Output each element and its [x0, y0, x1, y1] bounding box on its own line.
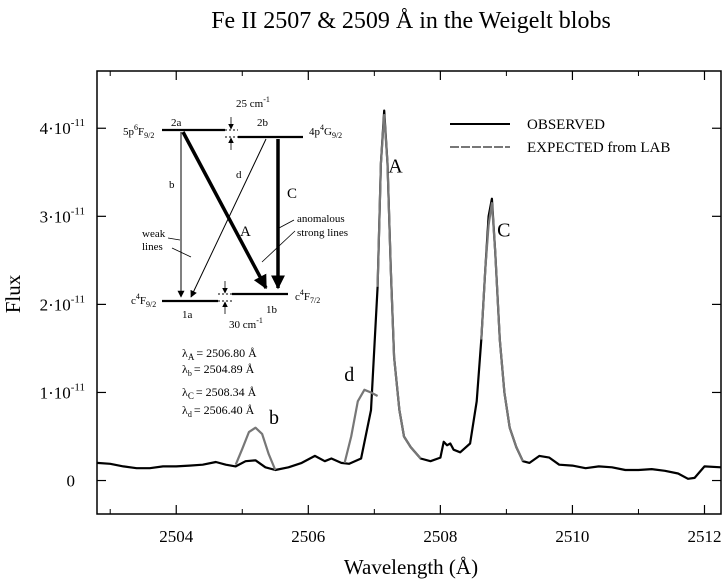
y-tick-label: 1·10-11 [40, 381, 85, 402]
x-tick-label: 2506 [291, 527, 325, 546]
wavelength-C: λC = 2508.34 Å [182, 385, 257, 401]
term-lower-left: c4F9/2 [131, 292, 156, 309]
transition-label-A: A [240, 224, 251, 240]
series-expected-line [343, 388, 379, 464]
transition-label-C: C [287, 186, 297, 202]
upper-splitting-label: 25 cm-1 [236, 95, 270, 110]
level-diagram: 2a 2b 1a 1b 5p6F9/2 4p4G9/2 c4F9/2 c4F7/… [123, 95, 348, 331]
level-1b: 1b [266, 304, 278, 316]
weak-lines-pointer-2 [171, 247, 192, 258]
plot-frame [96, 70, 722, 515]
y-tick-label: 0 [67, 472, 76, 491]
y-tick-label: 4·10-11 [40, 117, 85, 138]
term-upper-right: 4p4G9/2 [309, 123, 342, 140]
wavelength-list: λA = 2506.80 Å λb = 2504.89 Å λC = 2508.34 … [182, 346, 257, 419]
series-expected-line [480, 202, 524, 462]
x-axis: 2504 2506 2508 2510 2512 [109, 71, 721, 546]
series-observed-line [96, 109, 722, 480]
wavelength-b: λb = 2504.89 Å [182, 362, 255, 378]
weak-lines-label-2: lines [142, 241, 163, 253]
level-2a: 2a [171, 117, 182, 129]
level-2b: 2b [257, 117, 269, 129]
series-expected-line [234, 426, 277, 471]
strong-lines-pointer-2 [261, 230, 296, 263]
wavelength-A: λA = 2506.80 Å [182, 346, 257, 362]
legend-label-expected: EXPECTED from LAB [527, 140, 670, 156]
x-tick-label: 2512 [687, 527, 721, 546]
term-upper-left: 5p6F9/2 [123, 123, 154, 140]
transition-label-b: b [169, 179, 175, 191]
legend-label-observed: OBSERVED [527, 117, 605, 133]
legend: OBSERVED EXPECTED from LAB [450, 117, 670, 156]
y-tick-label: 2·10-11 [40, 293, 85, 314]
lower-splitting-label: 30 cm-1 [229, 316, 263, 331]
x-axis-label: Wavelength (Å) [344, 555, 478, 579]
transition-label-d: d [236, 169, 242, 181]
x-tick-label: 2504 [159, 527, 194, 546]
wavelength-d: λd = 2506.40 Å [182, 403, 255, 419]
peak-labels: A Cd b [269, 155, 510, 429]
series-layer [96, 109, 722, 480]
y-axis-label: Flux [1, 274, 25, 313]
strong-lines-pointer-1 [278, 219, 295, 229]
series-expected-line [376, 113, 422, 460]
peak-label-C: C [497, 220, 510, 242]
y-axis: 0 1·10-11 2·10-11 3·10-11 4·10-11 [40, 117, 721, 491]
weak-lines-label-1: weak [142, 228, 166, 240]
strong-lines-label-2: strong lines [297, 227, 348, 239]
peak-label-A: A [388, 155, 403, 177]
y-tick-label: 3·10-11 [40, 205, 85, 226]
peak-label-d: d [344, 364, 354, 386]
level-1a: 1a [182, 309, 193, 321]
chart-title: Fe II 2507 & 2509 Å in the Weigelt blobs [211, 8, 611, 34]
x-tick-label: 2510 [555, 527, 589, 546]
x-tick-label: 2508 [423, 527, 457, 546]
term-lower-right: c4F7/2 [295, 288, 320, 305]
peak-label-b: b [269, 407, 279, 429]
weak-lines-pointer-1 [167, 237, 181, 241]
strong-lines-label-1: anomalous [297, 213, 345, 225]
transition-arrow-A [181, 131, 268, 290]
